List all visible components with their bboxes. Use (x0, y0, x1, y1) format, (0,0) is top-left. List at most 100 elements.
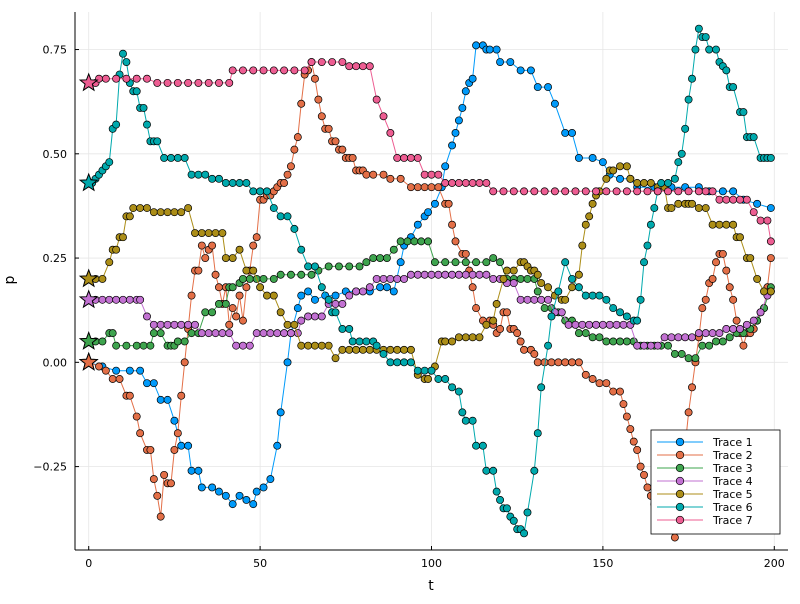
data-point (616, 308, 624, 317)
data-point (557, 308, 566, 317)
data-point (670, 533, 679, 542)
data-point (119, 233, 127, 242)
data-point (215, 283, 223, 292)
data-point (112, 366, 121, 375)
data-point (173, 337, 182, 346)
data-point (729, 220, 738, 229)
data-point (684, 95, 693, 104)
data-point (760, 287, 768, 296)
data-point (215, 174, 223, 183)
data-point (458, 408, 467, 417)
data-point (544, 283, 552, 292)
data-point (180, 154, 189, 162)
data-point (715, 195, 724, 204)
data-point (143, 312, 151, 321)
data-point (489, 466, 498, 475)
data-point (280, 66, 289, 75)
data-point (304, 287, 313, 296)
data-point (708, 187, 717, 196)
data-point (448, 179, 457, 187)
data-point (574, 154, 583, 162)
data-point (448, 337, 457, 346)
data-point (156, 395, 165, 404)
data-point (646, 179, 655, 187)
data-point (297, 341, 306, 350)
data-point (732, 316, 741, 325)
data-point (461, 179, 470, 187)
data-point (725, 333, 734, 342)
data-point (561, 358, 570, 367)
data-point (290, 320, 299, 329)
data-point (297, 291, 306, 300)
data-point (287, 270, 295, 279)
data-point (561, 187, 570, 196)
series-5 (78, 162, 775, 383)
data-point (461, 416, 470, 425)
data-point (328, 58, 337, 66)
data-point (221, 179, 230, 187)
data-point (609, 337, 618, 346)
data-point (513, 329, 522, 338)
data-point (588, 199, 597, 208)
data-point (520, 187, 529, 196)
data-point (400, 345, 409, 354)
data-point (167, 479, 175, 488)
y-tick-label: 0.75 (43, 44, 68, 57)
data-point (345, 325, 354, 333)
data-point (331, 137, 340, 146)
data-point (441, 375, 450, 383)
data-point (297, 316, 306, 325)
start-marker (78, 289, 99, 309)
data-point (578, 320, 587, 329)
data-point (307, 270, 316, 279)
data-point (616, 174, 624, 183)
data-point (454, 387, 463, 396)
legend-label: Trace 2 (712, 449, 753, 462)
data-point (287, 162, 295, 171)
data-point (355, 262, 364, 271)
data-point (311, 262, 319, 271)
data-point (643, 241, 652, 250)
data-point (365, 345, 374, 354)
data-point (173, 429, 182, 438)
data-point (160, 154, 169, 162)
data-point (204, 329, 213, 338)
start-marker (78, 172, 99, 192)
data-point (276, 308, 285, 317)
data-point (300, 66, 309, 75)
plot-series (78, 24, 775, 542)
data-point (256, 187, 265, 196)
data-point (564, 320, 573, 329)
data-point (259, 329, 268, 338)
data-point (451, 258, 460, 267)
data-point (424, 208, 433, 217)
data-point (537, 383, 546, 392)
data-point (98, 295, 107, 304)
data-point (533, 270, 542, 279)
data-point (592, 320, 600, 329)
data-point (149, 320, 158, 329)
data-point (132, 341, 141, 350)
data-point (427, 183, 436, 192)
data-point (451, 128, 460, 137)
data-point (386, 358, 395, 367)
data-point (602, 174, 611, 183)
data-point (547, 358, 556, 367)
data-point (317, 112, 326, 121)
data-point (211, 229, 220, 237)
data-point (386, 345, 395, 354)
data-point (156, 329, 165, 338)
data-point (602, 187, 611, 196)
data-point (537, 279, 546, 288)
data-point (225, 329, 234, 338)
data-point (664, 341, 672, 350)
data-point (317, 312, 326, 321)
data-point (454, 179, 463, 187)
data-point (311, 74, 319, 83)
data-point (478, 441, 487, 450)
start-marker (78, 331, 99, 350)
data-point (263, 291, 271, 300)
data-point (595, 333, 604, 342)
data-point (701, 329, 710, 338)
data-point (194, 78, 203, 87)
